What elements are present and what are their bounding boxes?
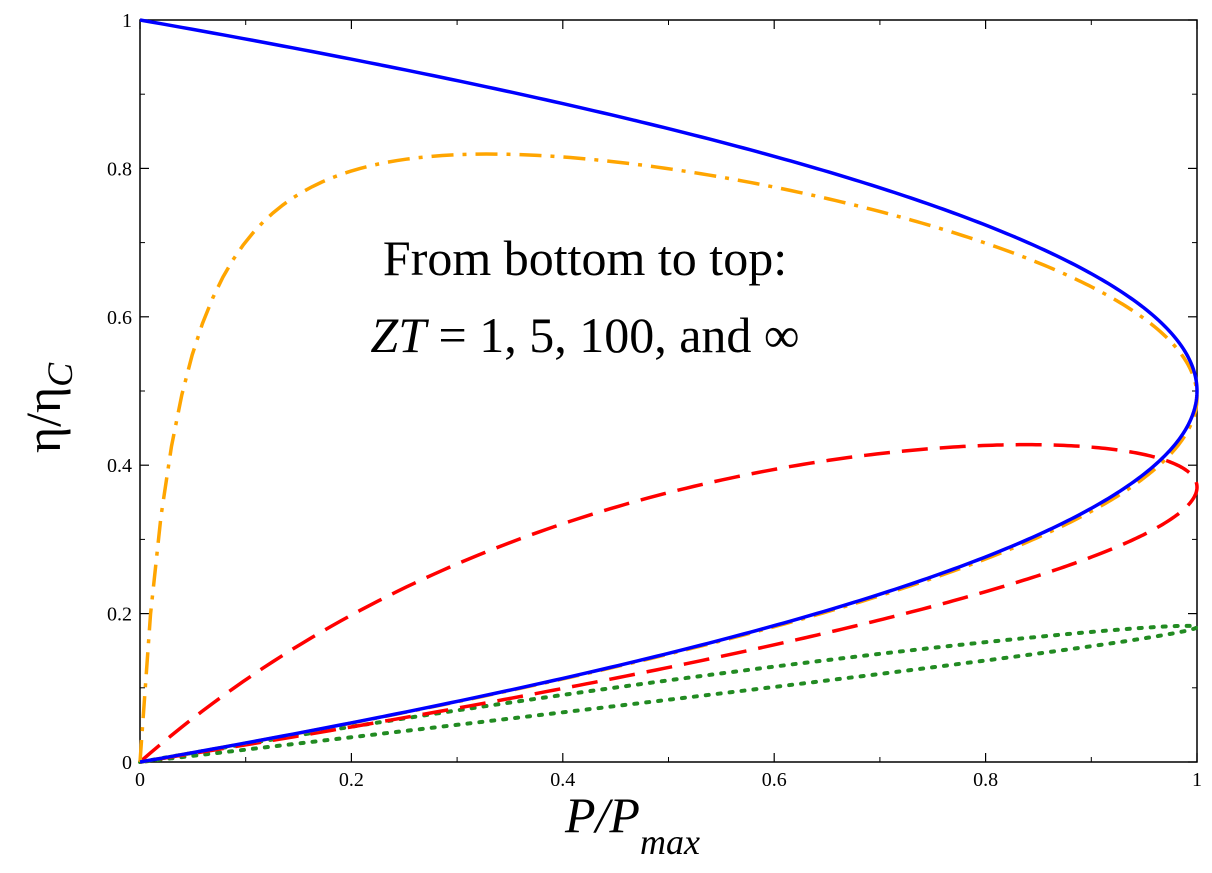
y-axis-title-main: η/η (15, 387, 71, 453)
series-line-zt-5 (138, 442, 1199, 764)
annotation-line-2: ZT = 1, 5, 100, and ∞ (370, 307, 799, 363)
annotation-values: = 1, 5, 100, and ∞ (426, 307, 800, 363)
x-tick-label: 1 (1192, 769, 1202, 791)
x-tick-label: 0.4 (550, 769, 575, 791)
x-tick-label: 0.8 (973, 769, 998, 791)
plot-frame (139, 19, 1198, 763)
x-axis-title: P/Pmax (564, 787, 700, 862)
y-tick-label: 0.4 (107, 455, 132, 477)
y-tick-label: 0.2 (107, 604, 132, 626)
y-tick-label: 0 (122, 752, 132, 774)
x-axis-title-sub: max (640, 822, 700, 862)
x-axis-title-main: P/P (564, 787, 640, 843)
y-axis-title-sub: C (40, 362, 80, 387)
y-tick-label: 0.8 (107, 158, 132, 180)
axis-ticks: 0 0.2 0.4 0.6 0.8 1 0 0.2 0.4 0.6 0.8 1 (107, 10, 1202, 791)
y-tick-label: 1 (122, 10, 132, 32)
x-tick-label: 0 (135, 769, 145, 791)
series-line-zt-infinity (139, 18, 1199, 764)
annotation-variable: ZT (370, 307, 429, 363)
x-tick-label: 0.6 (762, 769, 787, 791)
x-tick-label: 0.2 (339, 769, 364, 791)
series-lines (138, 18, 1200, 764)
series-line-zt-1 (138, 623, 1200, 764)
y-axis-title: η/ηC (15, 362, 80, 453)
y-tick-label: 0.6 (107, 307, 132, 329)
annotation-line-1: From bottom to top: (383, 230, 787, 286)
